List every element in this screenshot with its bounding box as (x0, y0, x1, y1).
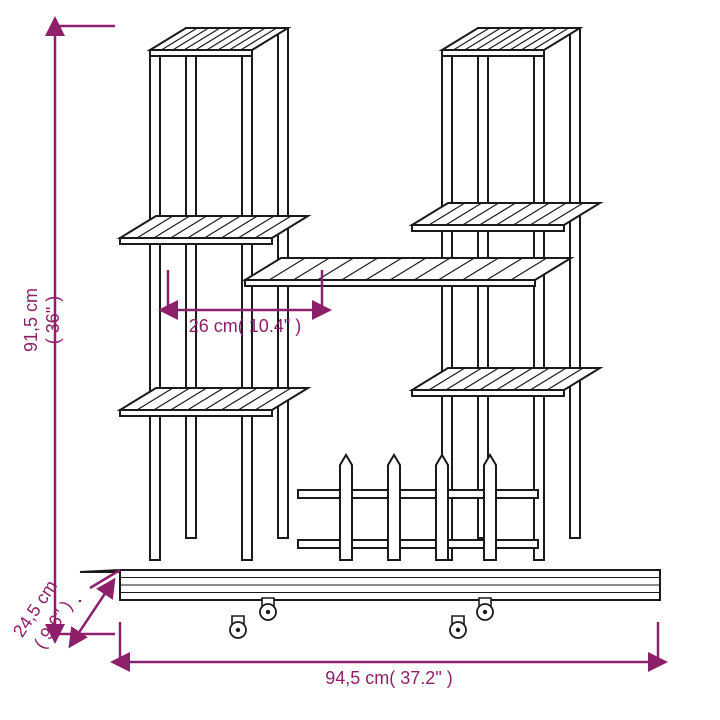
dim-width: 94,5 cm( 37.2" ) (325, 668, 452, 688)
dim-height-cm: 91,5 cm (21, 288, 41, 352)
dim-inner: 26 cm( 10.4" ) (189, 316, 301, 336)
dim-height-in: ( 36" ) (43, 296, 63, 344)
